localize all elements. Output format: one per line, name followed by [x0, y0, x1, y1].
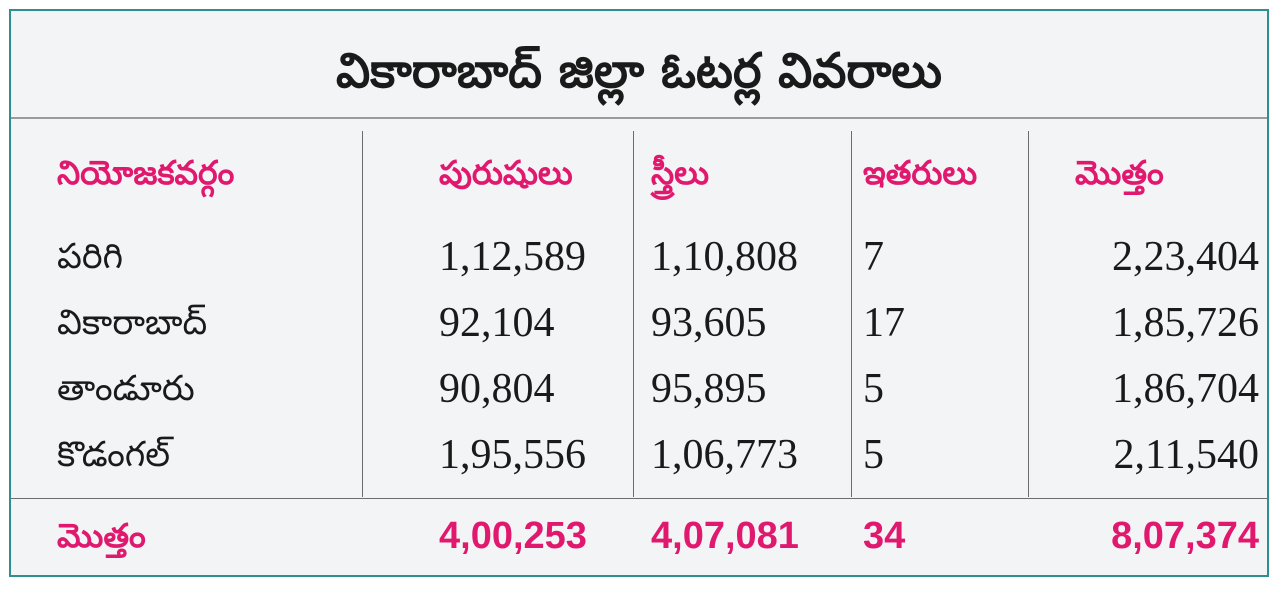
title-divider [11, 117, 1267, 119]
column-divider [1028, 131, 1029, 497]
others-count: 7 [863, 234, 884, 280]
others-count: 5 [863, 366, 884, 412]
total-count: 2,23,404 [1112, 234, 1259, 280]
totals-label: మొత్తం [57, 516, 146, 555]
column-divider [362, 131, 363, 497]
voter-table-card: వికారాబాద్ జిల్లా ఓటర్ల వివరాలు నియోజకవర… [9, 9, 1269, 577]
women-count: 95,895 [651, 366, 767, 412]
total-count: 2,11,540 [1113, 432, 1259, 478]
table-row: పరిగి 1,12,589 1,10,808 7 2,23,404 [11, 232, 1267, 298]
column-divider [633, 131, 634, 497]
totals-men: 4,00,253 [439, 515, 587, 557]
women-count: 93,605 [651, 300, 767, 346]
totals-divider [11, 498, 1267, 499]
totals-others: 34 [863, 515, 906, 557]
header-constituency: నియోజకవర్గం [57, 153, 235, 192]
header-others: ఇతరులు [863, 153, 978, 192]
women-count: 1,10,808 [651, 234, 798, 280]
table-row: వికారాబాద్ 92,104 93,605 17 1,85,726 [11, 298, 1267, 364]
others-count: 5 [863, 432, 884, 478]
header-women: స్త్రీలు [651, 153, 709, 192]
table-row: తాండూరు 90,804 95,895 5 1,86,704 [11, 364, 1267, 430]
others-count: 17 [863, 300, 905, 346]
constituency-name: కొడంగల్ [57, 435, 171, 475]
table-row: కొడంగల్ 1,95,556 1,06,773 5 2,11,540 [11, 430, 1267, 496]
men-count: 1,95,556 [439, 432, 586, 478]
men-count: 92,104 [439, 300, 555, 346]
constituency-name: తాండూరు [57, 369, 195, 409]
totals-row: మొత్తం 4,00,253 4,07,081 34 8,07,374 [11, 511, 1267, 571]
totals-total: 8,07,374 [1111, 515, 1259, 557]
total-count: 1,85,726 [1112, 300, 1259, 346]
header-total: మొత్తం [1075, 153, 1164, 192]
men-count: 90,804 [439, 366, 555, 412]
men-count: 1,12,589 [439, 234, 586, 280]
constituency-name: పరిగి [57, 237, 124, 277]
constituency-name: వికారాబాద్ [57, 303, 208, 343]
table-title: వికారాబాద్ జిల్లా ఓటర్ల వివరాలు [335, 43, 943, 99]
header-men: పురుషులు [439, 153, 573, 192]
totals-women: 4,07,081 [651, 515, 799, 557]
women-count: 1,06,773 [651, 432, 798, 478]
total-count: 1,86,704 [1112, 366, 1259, 412]
column-divider [851, 131, 852, 497]
